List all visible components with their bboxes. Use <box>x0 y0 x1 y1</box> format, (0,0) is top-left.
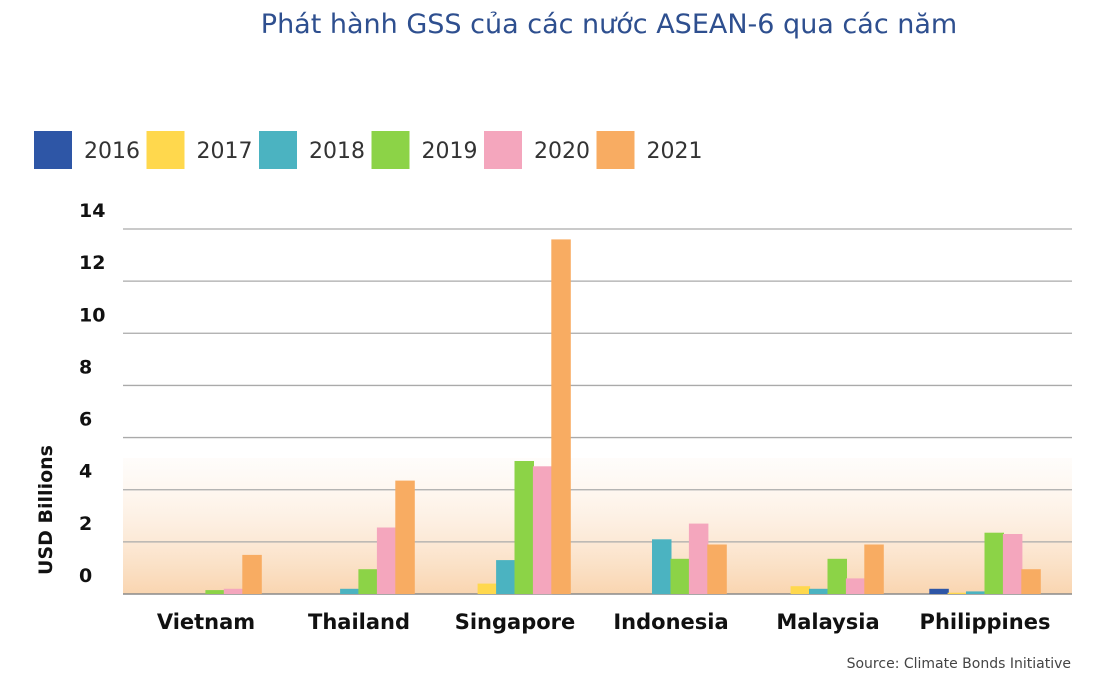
bar-philippines-2018 <box>966 591 986 594</box>
legend-swatch-2017 <box>146 131 185 169</box>
bar-thailand-2020 <box>376 527 397 594</box>
y-tick-6: 6 <box>79 409 92 431</box>
bar-indonesia-2019 <box>670 558 690 594</box>
bar-malaysia-2019 <box>827 558 847 594</box>
bar-philippines-2017 <box>947 592 968 594</box>
x-tick-singapore: Singapore <box>455 610 576 634</box>
bar-indonesia-2018 <box>652 539 672 595</box>
bar-philippines-2021 <box>1021 569 1041 594</box>
bar-philippines-2016 <box>929 588 949 594</box>
bars <box>205 239 1041 595</box>
y-tick-4: 4 <box>79 461 92 483</box>
x-tick-philippines: Philippines <box>920 610 1051 634</box>
legend-label-2017: 2017 <box>197 139 253 164</box>
bar-philippines-2020 <box>1002 534 1023 594</box>
bar-singapore-2017 <box>477 583 498 594</box>
x-tick-malaysia: Malaysia <box>776 610 879 634</box>
legend: 2016 2017 2018 2019 2020 2021 <box>34 131 703 169</box>
bar-singapore-2019 <box>514 461 534 594</box>
legend-label-2019: 2019 <box>422 139 478 164</box>
y-tick-10: 10 <box>79 304 105 326</box>
bar-malaysia-2017 <box>790 586 811 594</box>
legend-label-2021: 2021 <box>647 139 703 164</box>
legend-swatch-2019 <box>371 131 410 169</box>
chart-title: Phát hành GSS của các nước ASEAN-6 qua c… <box>261 9 957 40</box>
y-tick-labels: 0 2 4 6 8 10 12 14 <box>79 200 105 587</box>
y-tick-0: 0 <box>79 565 92 587</box>
bar-thailand-2018 <box>340 588 360 594</box>
y-axis-label: USD Billions <box>35 445 57 575</box>
plot-background <box>123 458 1072 594</box>
legend-swatch-2021 <box>596 131 635 169</box>
bar-thailand-2021 <box>395 480 415 594</box>
y-tick-14: 14 <box>79 200 105 222</box>
x-tick-labels: Vietnam Thailand Singapore Indonesia Malaysi… <box>157 610 1051 634</box>
legend-swatch-2018 <box>259 131 297 169</box>
legend-label-2020: 2020 <box>534 139 590 164</box>
bar-philippines-2019 <box>984 532 1004 594</box>
y-tick-12: 12 <box>79 252 105 274</box>
bar-malaysia-2021 <box>864 544 884 594</box>
legend-label-2018: 2018 <box>309 139 365 164</box>
bar-singapore-2021 <box>551 239 571 594</box>
bar-thailand-2019 <box>358 569 378 594</box>
x-tick-vietnam: Vietnam <box>157 610 255 634</box>
legend-swatch-2020 <box>484 131 522 169</box>
bar-singapore-2020 <box>532 466 553 595</box>
bar-vietnam-2020 <box>223 588 244 594</box>
bar-singapore-2018 <box>496 560 516 594</box>
bar-malaysia-2018 <box>809 588 829 594</box>
legend-label-2016: 2016 <box>84 139 140 164</box>
x-tick-indonesia: Indonesia <box>613 610 728 634</box>
source-note: Source: Climate Bonds Initiative <box>847 656 1071 672</box>
bar-indonesia-2021 <box>707 544 727 594</box>
y-tick-8: 8 <box>79 356 92 378</box>
bar-malaysia-2020 <box>845 578 866 594</box>
bar-vietnam-2021 <box>242 554 262 594</box>
x-tick-thailand: Thailand <box>308 610 410 634</box>
bar-vietnam-2019 <box>205 590 225 594</box>
legend-swatch-2016 <box>34 131 72 169</box>
y-tick-2: 2 <box>79 513 92 535</box>
bar-indonesia-2020 <box>688 523 709 594</box>
gridlines <box>123 228 1072 595</box>
